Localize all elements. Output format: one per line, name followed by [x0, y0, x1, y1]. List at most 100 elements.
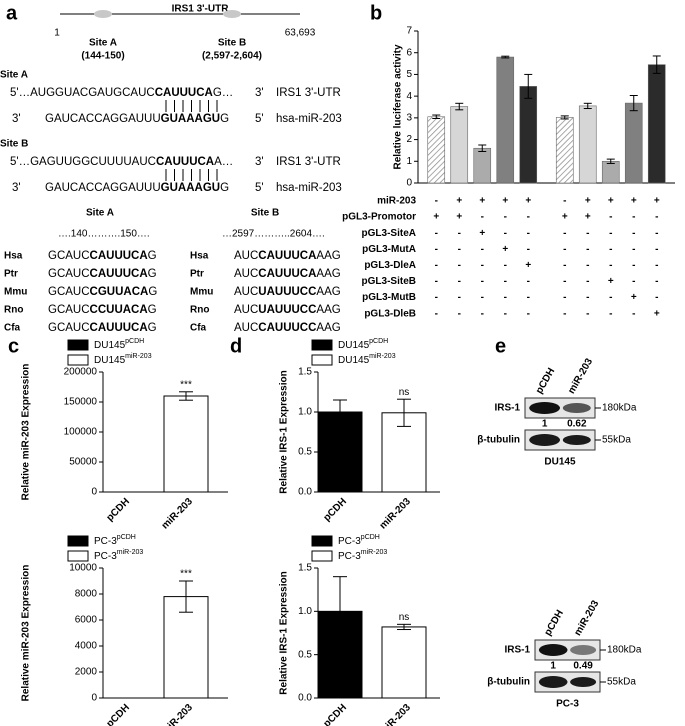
species-sequence: AUCCAUUUCAAAG: [234, 250, 341, 262]
legend-swatch: [67, 550, 89, 562]
table-cell: -: [481, 292, 484, 303]
table-cell: -: [458, 228, 461, 239]
species-sequence: AUCCAUUUCCAAG: [234, 322, 341, 334]
table-cell: +: [654, 308, 660, 319]
table-cell: +: [456, 196, 462, 207]
y-tick-label: 0.5: [298, 447, 312, 458]
legend-label-sup: pCDH: [117, 534, 136, 541]
table-cell: +: [654, 196, 660, 207]
table-row-label: pGL3-DleA: [364, 260, 416, 271]
bar: [647, 64, 666, 184]
table-cell: +: [608, 276, 614, 287]
size-label: 180kDa: [607, 645, 642, 656]
legend-label: PC-3miR-203: [94, 549, 143, 562]
species: Ptr: [4, 269, 18, 280]
y-tick-label: 1.5: [298, 367, 312, 378]
utr-title: IRS1 3'-UTR: [172, 4, 230, 15]
x-tick-label: miR-203: [378, 702, 414, 726]
table-cell: -: [632, 308, 635, 319]
table-cell: -: [435, 244, 438, 255]
y-axis-label: Relative IRS-1 Expression: [279, 370, 290, 493]
table-cell: -: [586, 308, 589, 319]
legend-label-sup: pCDH: [125, 338, 144, 345]
legend-swatch: [311, 354, 333, 366]
species-sequence: AUCCAUUUCAAAG: [234, 268, 341, 280]
y-tick-label: 1.5: [298, 563, 312, 574]
species-sequence-part: GCAUC: [48, 286, 90, 298]
legend-label-main: PC-3: [94, 551, 117, 562]
species-sequence-part: GCAUC: [48, 304, 90, 316]
bar: [163, 596, 209, 699]
bar: [601, 160, 620, 184]
blot-band: [538, 676, 568, 688]
mirna-name: hsa-miR-203: [276, 113, 342, 125]
y-axis-label: Relative miR-203 Expression: [21, 364, 32, 501]
x-tick-label: miR-203: [378, 496, 414, 532]
species: Mmu: [4, 287, 27, 298]
species-sequence: AUCUAUUUCCAAG: [234, 304, 341, 316]
table-cell: -: [481, 276, 484, 287]
species: Hsa: [190, 251, 209, 262]
significance: ***: [180, 569, 192, 580]
y-tick-label: 0.0: [298, 693, 312, 704]
legend-swatch: [311, 535, 333, 547]
mirna-end: 5': [255, 182, 264, 194]
table-cell: -: [481, 260, 484, 271]
mirna-sequence-part: GUAAAGU: [161, 113, 220, 125]
y-axis-label: Relative IRS-1 Expression: [279, 571, 290, 694]
table-cell: -: [609, 260, 612, 271]
site-name: Site A: [89, 38, 117, 49]
table-cell: -: [435, 228, 438, 239]
table-cell: -: [655, 228, 658, 239]
quantification: 0.62: [567, 419, 587, 430]
y-tick-label: 0: [91, 487, 97, 498]
bar: [317, 411, 363, 493]
table-row-label: pGL3-SiteA: [362, 228, 416, 239]
significance: ns: [399, 387, 410, 398]
table-cell: +: [479, 196, 485, 207]
species: Rno: [4, 305, 23, 316]
species-sequence-part: AAG: [316, 304, 340, 316]
species-sequence-part: CCUUACA: [90, 304, 148, 316]
species-sequence-part: GCAUC: [48, 250, 90, 262]
table-row-label: pGL3-Promotor: [342, 212, 416, 223]
y-axis-label: Relative miR-203 Expression: [21, 565, 32, 702]
blot-band: [570, 645, 597, 655]
species-sequence-part: AAG: [316, 322, 340, 334]
legend-label: DU145miR-203: [94, 353, 152, 366]
target-end: 3': [255, 87, 264, 99]
mirna-end: 5': [255, 113, 264, 125]
table-row-label: pGL3-SiteB: [362, 276, 416, 287]
table-cell: -: [435, 276, 438, 287]
y-tick-label: 7: [406, 26, 412, 37]
y-tick-label: 1.0: [298, 606, 312, 617]
y-tick-label: 0: [91, 693, 97, 704]
legend-label: PC-3miR-203: [338, 549, 387, 562]
table-cell: -: [527, 292, 530, 303]
panel-label: a: [6, 2, 18, 24]
table-cell: -: [481, 244, 484, 255]
table-cell: +: [608, 196, 614, 207]
legend-swatch: [67, 535, 89, 547]
bar: [624, 102, 643, 184]
y-tick-label: 8000: [75, 589, 98, 600]
target-sequence: 5'…AUGGUACGAUGCAUCCAUUUCAG…: [10, 87, 233, 99]
table-cell: -: [632, 228, 635, 239]
cell-line: PC-3: [556, 699, 579, 710]
table-cell: -: [481, 308, 484, 319]
conservation-positions: …2597………..2604….: [222, 229, 325, 240]
legend-label-main: DU145: [338, 355, 370, 366]
x-tick-label: pCDH: [322, 496, 349, 523]
size-label: 55kDa: [607, 677, 636, 688]
table-row-label: pGL3-MutB: [362, 292, 416, 303]
bar: [519, 86, 538, 184]
legend-label: DU145pCDH: [94, 338, 144, 351]
table-cell: -: [504, 276, 507, 287]
species-sequence-part: AAG: [316, 268, 340, 280]
conservation-positions: ….140……….150….: [58, 229, 150, 240]
bar: [555, 117, 574, 184]
y-tick-label: 100000: [64, 427, 98, 438]
table-cell: +: [502, 244, 508, 255]
table-cell: -: [458, 276, 461, 287]
table-cell: -: [458, 292, 461, 303]
